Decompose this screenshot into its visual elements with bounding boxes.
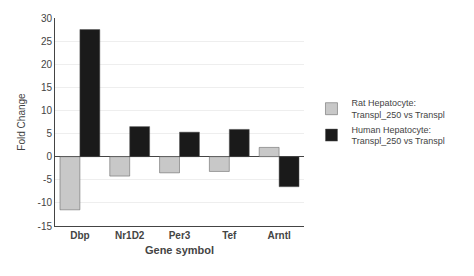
svg-text:0: 0 <box>46 151 52 162</box>
svg-text:Arntl: Arntl <box>267 230 291 241</box>
svg-text:Gene symbol: Gene symbol <box>145 244 214 256</box>
svg-text:20: 20 <box>41 59 53 70</box>
svg-text:30: 30 <box>41 13 53 24</box>
svg-text:Dbp: Dbp <box>70 230 89 241</box>
svg-text:Per3: Per3 <box>169 230 191 241</box>
svg-text:Nr1D2: Nr1D2 <box>115 230 145 241</box>
svg-text:-15: -15 <box>38 221 53 232</box>
svg-text:-10: -10 <box>38 197 53 208</box>
svg-text:Rat Hepatocyte:Transpl_250 vs: Rat Hepatocyte:Transpl_250 vs Transpl <box>351 98 444 120</box>
svg-text:-5: -5 <box>43 174 52 185</box>
svg-text:10: 10 <box>41 105 53 116</box>
svg-text:15: 15 <box>41 82 53 93</box>
svg-text:Human Hepatocyte:Transpl_250 v: Human Hepatocyte:Transpl_250 vs Transpl <box>351 125 444 147</box>
svg-text:5: 5 <box>46 128 52 139</box>
svg-text:Tef: Tef <box>222 230 237 241</box>
svg-text:Fold Change: Fold Change <box>16 93 27 151</box>
svg-text:25: 25 <box>41 36 53 47</box>
